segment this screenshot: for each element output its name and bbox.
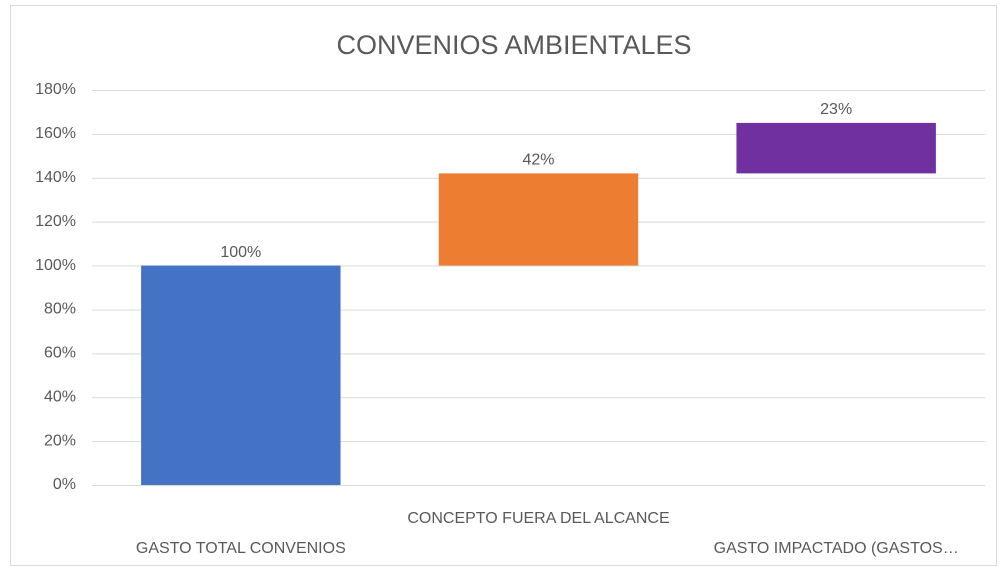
y-tick-label: 20% <box>44 432 76 449</box>
y-tick-label: 140% <box>35 169 76 186</box>
y-tick-label: 60% <box>44 345 76 362</box>
data-label: 23% <box>820 101 852 118</box>
x-tick-label: CONCEPTO FUERA DEL ALCANCE <box>407 510 669 527</box>
x-tick-label: GASTO IMPACTADO (GASTOS… <box>714 540 959 557</box>
y-tick-label: 40% <box>44 388 76 405</box>
y-tick-label: 120% <box>35 213 76 230</box>
y-tick-label: 160% <box>35 125 76 142</box>
bar <box>141 265 341 485</box>
y-tick-label: 80% <box>44 301 76 318</box>
data-label: 100% <box>220 244 261 261</box>
bar <box>736 122 936 174</box>
bar <box>438 173 639 266</box>
x-tick-label: GASTO TOTAL CONVENIOS <box>136 540 346 557</box>
data-label: 42% <box>522 152 554 169</box>
chart-title: CONVENIOS AMBIENTALES <box>336 30 691 60</box>
y-tick-label: 100% <box>35 257 76 274</box>
y-tick-label: 0% <box>53 476 76 493</box>
y-tick-label: 180% <box>35 81 76 98</box>
